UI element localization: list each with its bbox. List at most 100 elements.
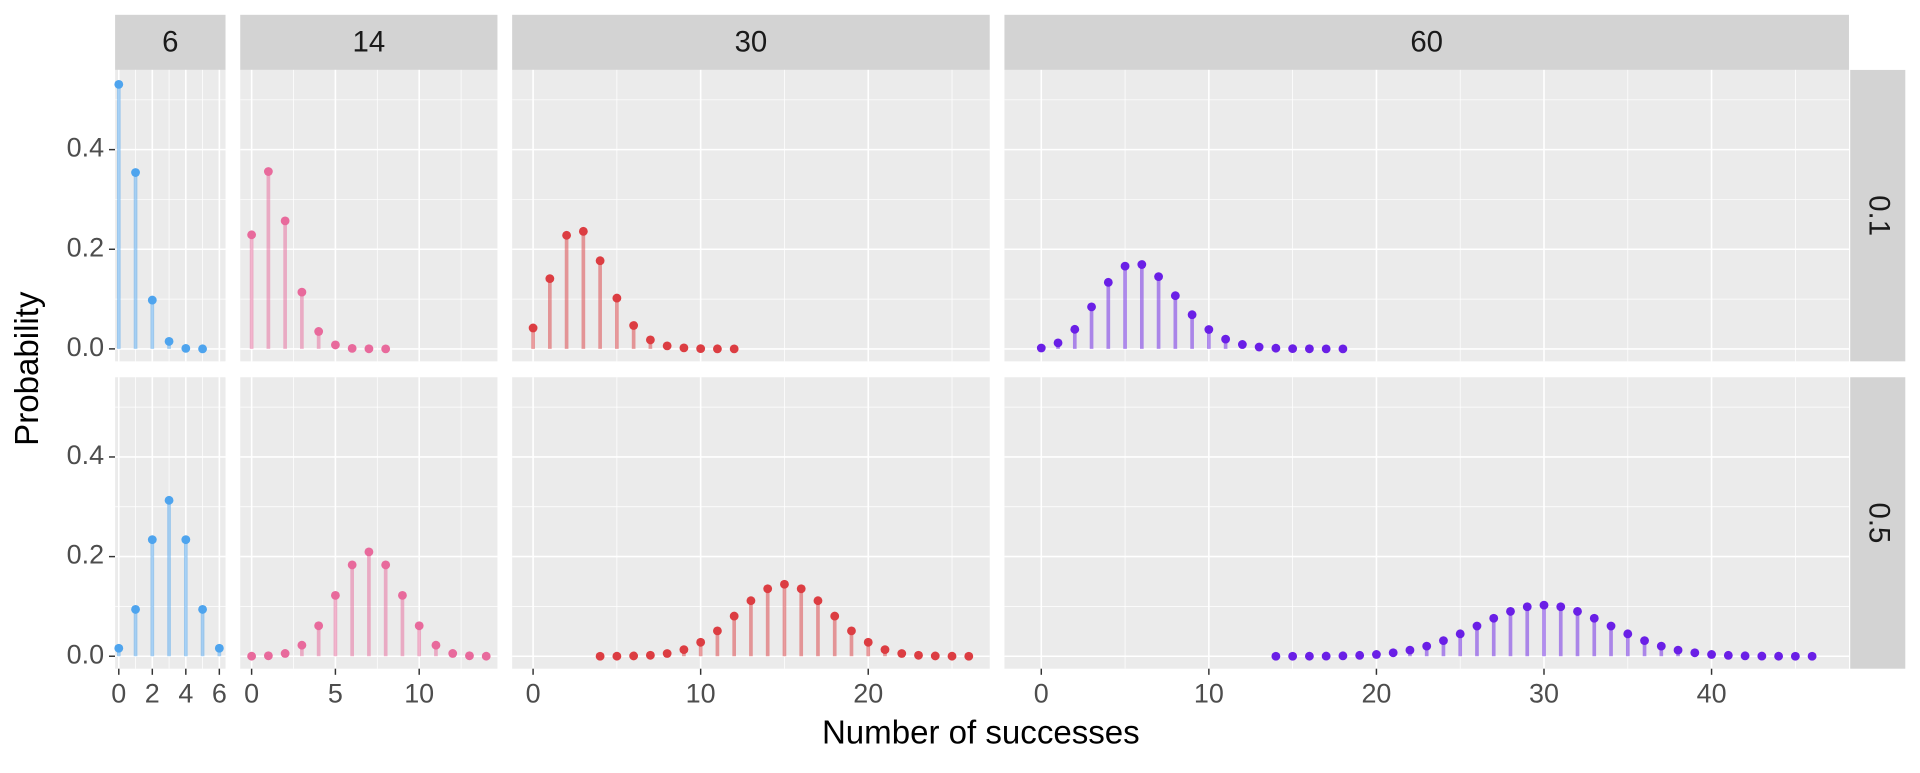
point [297,287,307,297]
point [147,295,157,305]
point [347,560,357,570]
point [364,344,374,354]
point [645,650,655,660]
point [1187,310,1197,320]
point [545,274,555,284]
point [947,651,957,661]
point [796,584,806,594]
point [746,596,756,606]
x-tick-label: 10 [1194,679,1224,709]
point [1087,302,1096,312]
point [528,323,538,333]
point [1372,650,1381,659]
point [1656,641,1666,651]
x-tick-label: 5 [328,679,343,709]
column-strip [115,14,226,70]
point [131,605,140,614]
point [1807,651,1817,661]
y-tick-label: 0.4 [67,440,104,470]
point [1204,325,1214,334]
point [414,621,424,631]
point [1623,629,1633,639]
point [1439,636,1448,646]
point [1304,651,1314,661]
point [780,579,789,589]
point [1321,651,1331,661]
point [1489,613,1499,623]
point [181,535,191,545]
point [847,626,856,636]
point [729,344,739,354]
point [381,344,391,354]
point [595,256,605,266]
point [481,651,491,661]
point [1036,343,1046,353]
x-tick-label: 0 [111,679,126,709]
point [114,79,124,89]
point [1338,651,1348,661]
point [813,596,823,606]
point [629,321,639,330]
column-strip-label: 30 [735,25,768,58]
point [1673,645,1683,655]
point [1405,645,1415,655]
point [1271,651,1281,661]
point [880,645,890,655]
x-tick-label: 20 [1361,679,1391,709]
row-strip-label: 0.5 [1862,503,1895,544]
point [1589,613,1599,623]
point [1237,340,1247,349]
point [1103,277,1113,287]
point [314,327,324,336]
point [198,605,207,614]
point [280,216,290,226]
point [1606,621,1616,631]
x-tick-label: 30 [1529,679,1559,709]
point [696,344,706,354]
point [1790,651,1800,661]
point [398,590,407,600]
point [1321,344,1331,354]
point [679,645,689,655]
y-tick-label: 0.4 [67,133,104,163]
point [1707,650,1716,659]
point [595,651,605,661]
point [964,651,974,661]
point [1422,641,1432,651]
point [465,651,474,661]
point [198,344,207,354]
point [263,651,273,661]
point [1137,260,1147,269]
point [679,343,689,353]
point [713,344,722,354]
point [1388,648,1398,658]
point [562,230,572,240]
point [431,640,441,650]
point [1338,344,1348,354]
point [247,230,257,240]
point [830,611,840,621]
point [347,343,357,353]
column-strip [240,14,498,70]
point [1288,344,1298,354]
x-tick-label: 6 [212,679,227,709]
column-strip-label: 14 [352,25,385,58]
point [1539,600,1549,610]
x-tick-label: 0 [1034,679,1049,709]
point [897,649,907,658]
point [914,650,923,660]
point [114,643,124,653]
point [1170,291,1180,301]
point [1254,342,1264,352]
point [1757,651,1767,661]
column-strip [1004,14,1849,70]
column-strip [512,14,990,70]
point [448,649,458,658]
point [1304,344,1314,354]
point [314,621,324,631]
point [1740,651,1750,661]
point [763,584,773,594]
panel-background [1004,377,1849,669]
panel-background [115,69,226,362]
